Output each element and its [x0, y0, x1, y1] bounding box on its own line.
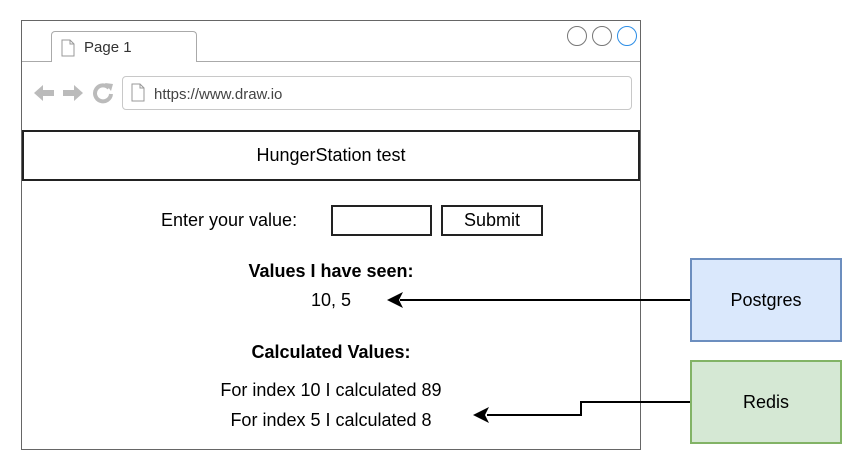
address-bar[interactable]: https://www.draw.io — [122, 76, 632, 110]
url-text: https://www.draw.io — [154, 86, 283, 103]
tab-bar-divider — [22, 61, 640, 62]
submit-button[interactable]: Submit — [441, 205, 543, 236]
page-icon — [61, 39, 75, 57]
postgres-label: Postgres — [730, 289, 802, 310]
calculated-value-line: For index 5 I calculated 8 — [230, 410, 432, 430]
calculated-value-line: For index 10 I calculated 89 — [220, 380, 442, 400]
page-header: HungerStation test — [22, 130, 640, 181]
browser-mockup: Page 1 https://www.draw.io HungerStation… — [21, 20, 641, 450]
browser-tab[interactable]: Page 1 — [51, 31, 197, 62]
window-control-circle[interactable] — [592, 26, 612, 46]
forward-arrow-icon[interactable] — [61, 81, 85, 105]
tab-label: Page 1 — [84, 39, 132, 56]
value-input-label: Enter your value: — [161, 210, 298, 230]
page-title: HungerStation test — [256, 145, 406, 165]
postgres-node: Postgres — [690, 258, 842, 342]
refresh-icon[interactable] — [92, 81, 114, 105]
page-icon — [131, 83, 145, 102]
back-arrow-icon[interactable] — [32, 81, 56, 105]
seen-values-list: 10, 5 — [310, 290, 352, 310]
postgres-to-seen-values-arrow — [387, 292, 690, 308]
value-input[interactable] — [331, 205, 432, 236]
redis-node: Redis — [690, 360, 842, 444]
seen-values-heading: Values I have seen: — [248, 261, 414, 281]
redis-label: Redis — [742, 391, 790, 412]
submit-button-label: Submit — [463, 210, 521, 230]
redis-to-calculated-values-arrow — [473, 401, 690, 423]
window-control-circle[interactable] — [617, 26, 637, 46]
calculated-values-heading: Calculated Values: — [251, 342, 411, 362]
window-control-circle[interactable] — [567, 26, 587, 46]
